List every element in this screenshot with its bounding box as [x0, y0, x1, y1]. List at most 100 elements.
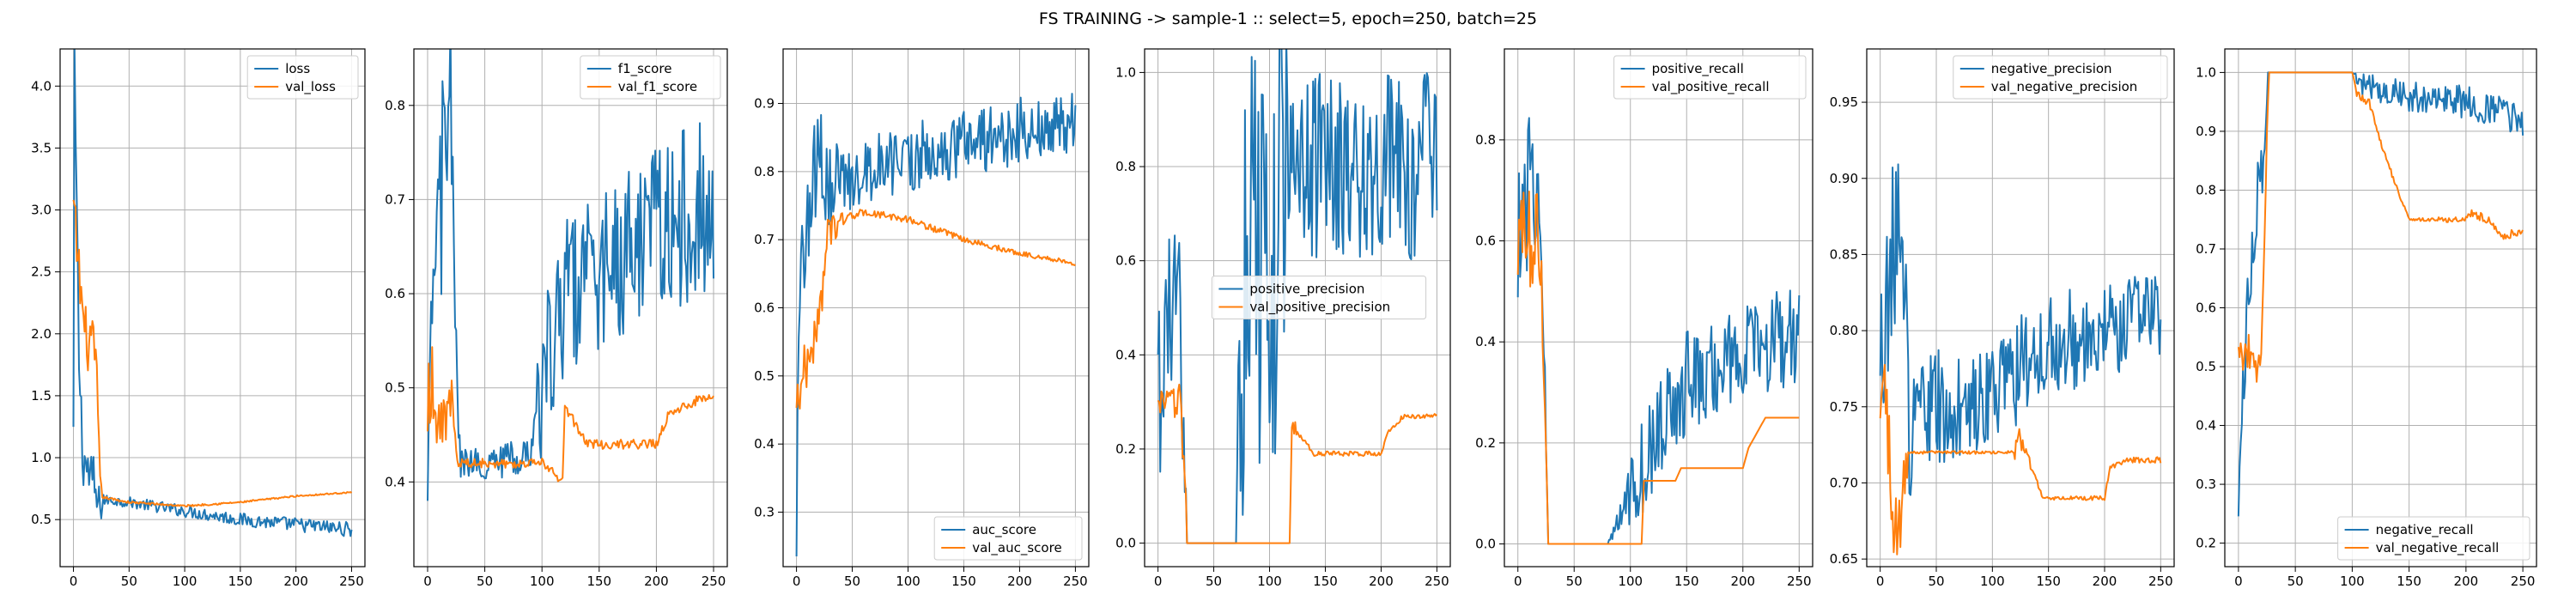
series-line-val_negative_precision	[1879, 363, 2162, 555]
y-tick-label: 0.90	[1830, 171, 1858, 186]
grid	[1867, 49, 2174, 567]
x-tick-label: 100	[1980, 574, 2005, 589]
y-tick-label: 2.0	[31, 326, 52, 342]
x-tick-label: 0	[423, 574, 432, 589]
y-tick-label: 0.5	[31, 512, 52, 527]
x-tick-label: 0	[2234, 574, 2243, 589]
y-tick-label: 0.6	[1475, 234, 1496, 249]
x-tick-label: 0	[1154, 574, 1163, 589]
series-line-val_positive_recall	[1516, 191, 1800, 545]
legend-label: positive_recall	[1652, 61, 1744, 77]
legend-label: loss	[285, 61, 310, 76]
y-tick-label: 0.80	[1830, 323, 1858, 338]
y-tick-label: 0.2	[1115, 441, 1136, 457]
legend-label: val_negative_recall	[2376, 540, 2500, 556]
legend-label: val_loss	[285, 79, 336, 95]
legend-label: val_auc_score	[972, 540, 1062, 556]
y-tick-label: 0.70	[1830, 475, 1858, 490]
x-tick-label: 0	[1514, 574, 1522, 589]
x-tick-label: 150	[1674, 574, 1699, 589]
x-tick-label: 150	[2397, 574, 2421, 589]
series-line-val_auc_score	[795, 209, 1076, 410]
figure-title: FS TRAINING -> sample-1 :: select=5, epo…	[1039, 9, 1537, 28]
legend-label: auc_score	[972, 522, 1036, 538]
y-tick-label: 0.6	[2196, 300, 2216, 316]
subplots: 0 50 100 150 200 250 0.5 1.0 1.5 2.0 2.5 3.0 3.5 4.0 l…	[31, 48, 2537, 589]
x-tick-label: 0	[70, 574, 78, 589]
x-tick-label: 50	[1206, 574, 1222, 589]
legend: positive_precision val_positive_precision	[1211, 276, 1427, 319]
y-tick-label: 1.0	[2196, 64, 2216, 80]
y-tick-label: 1.0	[1115, 64, 1136, 80]
y-tick-label: 1.0	[31, 450, 52, 465]
y-tick-label: 0.8	[2196, 182, 2216, 197]
y-tick-label: 0.6	[754, 300, 775, 316]
legend: negative_precision val_negative_precision	[1953, 55, 2168, 100]
subplot-3: 0 50 100 150 200 250 0.3 0.4 0.5 0.6 0.7 0.8 0.9 auc_…	[754, 48, 1090, 589]
y-tick-label: 0.6	[1115, 253, 1136, 269]
legend-box	[1211, 276, 1427, 319]
y-tick-label: 0.6	[385, 286, 405, 301]
y-tick-label: 0.3	[754, 505, 775, 520]
x-tick-label: 50	[1928, 574, 1944, 589]
y-tick-label: 0.8	[754, 164, 775, 179]
x-tick-label: 250	[1425, 574, 1449, 589]
x-tick-label: 250	[339, 574, 364, 589]
y-tick-label: 3.5	[31, 140, 52, 155]
x-tick-label: 150	[228, 574, 253, 589]
x-tick-label: 200	[1730, 574, 1755, 589]
legend-box	[246, 55, 359, 100]
y-tick-label: 0.8	[1115, 159, 1136, 174]
legend: loss val_loss	[246, 55, 359, 100]
subplot-4: 0 50 100 150 200 250 0.0 0.2 0.4 0.6 0.8 1.0 positiv…	[1115, 48, 1451, 589]
y-tick-label: 0.95	[1830, 94, 1858, 110]
x-tick-label: 100	[173, 574, 197, 589]
y-tick-label: 0.0	[1115, 536, 1136, 551]
x-tick-label: 0	[1876, 574, 1885, 589]
y-tick-label: 0.9	[2196, 124, 2216, 139]
legend-label: negative_precision	[1991, 61, 2112, 77]
x-tick-label: 250	[702, 574, 726, 589]
y-tick-label: 0.2	[2196, 536, 2216, 551]
series-line-f1_score	[427, 49, 714, 501]
y-tick-label: 0.4	[1475, 334, 1496, 349]
x-tick-label: 100	[530, 574, 555, 589]
y-tick-label: 0.5	[2196, 359, 2216, 374]
series-line-val_negative_recall	[2237, 71, 2524, 383]
y-tick-label: 0.7	[385, 191, 405, 207]
series-line-auc_score	[795, 93, 1077, 557]
x-tick-label: 100	[1257, 574, 1282, 589]
series-line-loss	[72, 49, 353, 537]
y-tick-label: 0.7	[2196, 241, 2216, 257]
legend-box	[2337, 516, 2530, 561]
y-tick-label: 0.7	[754, 232, 775, 247]
x-tick-label: 0	[793, 574, 801, 589]
x-tick-label: 150	[951, 574, 976, 589]
series-line-val_loss	[72, 199, 353, 507]
x-tick-label: 100	[896, 574, 920, 589]
subplot-7: 0 50 100 150 200 250 0.2 0.3 0.4 0.5 0.6 0.7 0.8 0.9 1…	[2196, 48, 2537, 589]
axes-frame	[413, 48, 728, 568]
legend-box	[1613, 55, 1807, 100]
x-tick-label: 200	[644, 574, 669, 589]
y-tick-label: 0.4	[754, 436, 775, 452]
x-tick-label: 50	[121, 574, 137, 589]
legend-label: positive_precision	[1249, 282, 1364, 298]
legend-label: val_positive_precision	[1249, 300, 1390, 316]
x-tick-label: 100	[2340, 574, 2365, 589]
x-tick-label: 100	[1618, 574, 1643, 589]
legend-box	[580, 55, 721, 100]
x-tick-label: 50	[477, 574, 493, 589]
y-tick-label: 0.5	[385, 380, 405, 396]
series-line-val_f1_score	[427, 346, 714, 483]
series-line-negative_precision	[1879, 163, 2162, 496]
y-tick-label: 2.5	[31, 264, 52, 280]
x-tick-label: 250	[1787, 574, 1812, 589]
y-tick-label: 0.4	[1115, 347, 1136, 362]
y-tick-label: 1.5	[31, 388, 52, 404]
axes-frame	[1504, 48, 1814, 568]
x-tick-label: 200	[2454, 574, 2479, 589]
axes-frame	[1866, 48, 2175, 568]
y-tick-label: 0.0	[1475, 537, 1496, 552]
